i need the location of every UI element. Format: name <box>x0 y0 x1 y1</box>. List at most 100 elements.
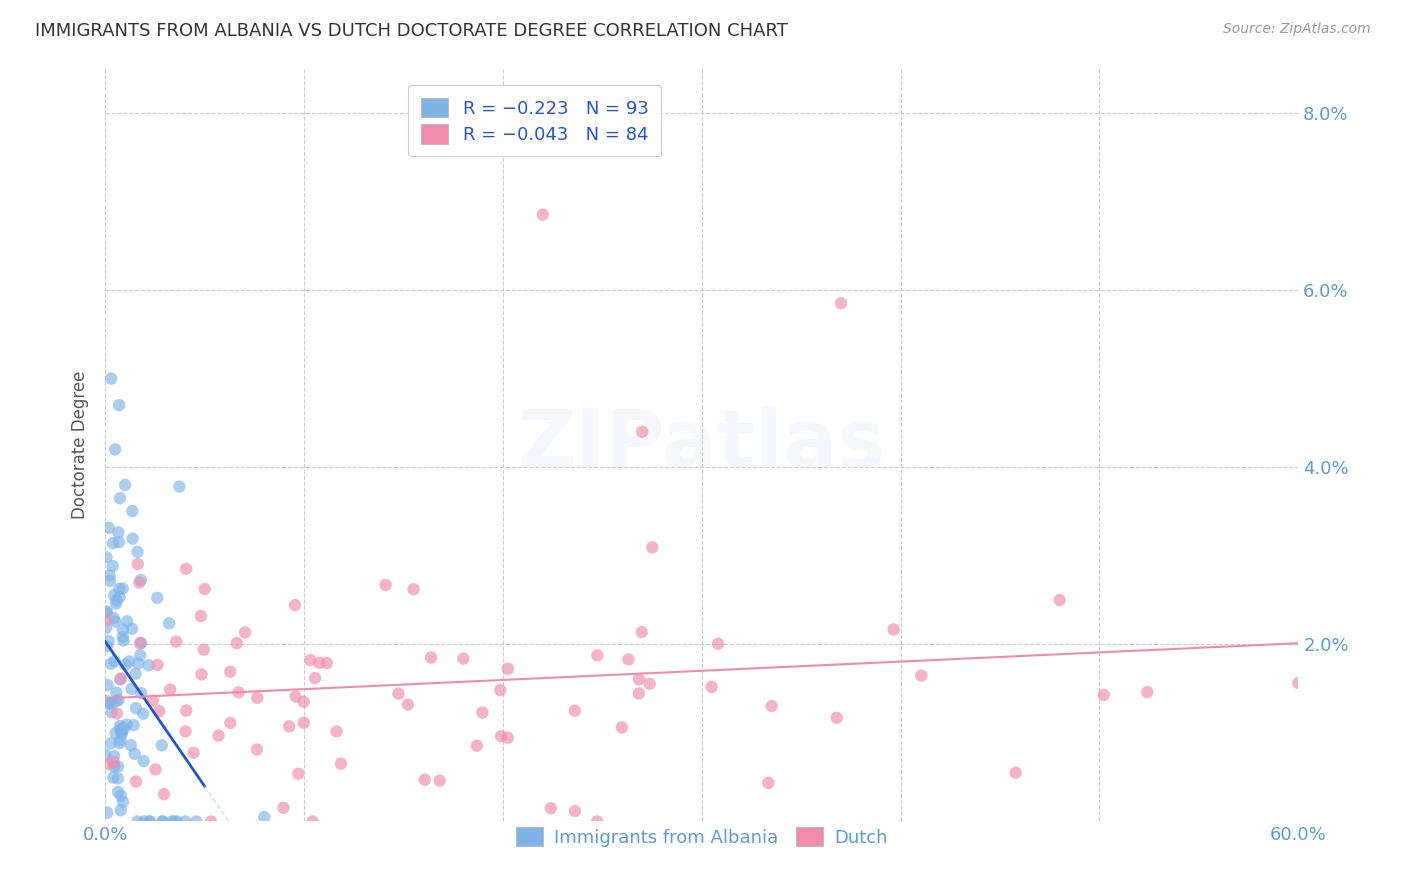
Point <box>1049 593 1071 607</box>
Point <box>586 648 609 663</box>
Point <box>107 772 129 786</box>
Point <box>627 686 650 700</box>
Point <box>105 593 128 607</box>
Point <box>121 681 143 696</box>
Point <box>101 536 124 550</box>
Point <box>910 668 932 682</box>
Point <box>115 717 138 731</box>
Point <box>169 480 191 494</box>
Point <box>111 795 134 809</box>
Point <box>429 773 451 788</box>
Point <box>108 491 131 506</box>
Point <box>190 667 212 681</box>
Point <box>148 704 170 718</box>
Point <box>114 657 136 672</box>
Point <box>374 578 396 592</box>
Point <box>110 724 132 739</box>
Point <box>129 636 152 650</box>
Point <box>104 615 127 629</box>
Point <box>107 693 129 707</box>
Point <box>110 803 132 817</box>
Point <box>219 665 242 679</box>
Point <box>103 749 125 764</box>
Point <box>96 605 118 619</box>
Point <box>97 756 120 771</box>
Point <box>278 719 301 733</box>
Point <box>122 718 145 732</box>
Point <box>103 611 125 625</box>
Point <box>315 656 337 670</box>
Point <box>284 690 307 704</box>
Point <box>157 616 180 631</box>
Point <box>219 715 242 730</box>
Point <box>150 739 173 753</box>
Point <box>451 651 474 665</box>
Point <box>124 747 146 761</box>
Point <box>146 657 169 672</box>
Point <box>132 754 155 768</box>
Point <box>707 637 730 651</box>
Point <box>112 633 135 648</box>
Point <box>115 615 138 629</box>
Point <box>225 636 247 650</box>
Point <box>94 747 117 762</box>
Point <box>186 814 208 829</box>
Point <box>301 814 323 829</box>
Point <box>103 588 125 602</box>
Point <box>761 698 783 713</box>
Point <box>108 398 131 412</box>
Point <box>110 672 132 686</box>
Y-axis label: Doctorate Degree: Doctorate Degree <box>72 371 89 519</box>
Point <box>112 722 135 736</box>
Point <box>308 656 330 670</box>
Point <box>139 814 162 829</box>
Point <box>396 698 419 712</box>
Point <box>120 738 142 752</box>
Point <box>104 442 127 457</box>
Point <box>96 694 118 708</box>
Point <box>287 766 309 780</box>
Point <box>100 697 122 711</box>
Point <box>174 724 197 739</box>
Point <box>96 678 118 692</box>
Point <box>174 704 197 718</box>
Point <box>246 742 269 756</box>
Point <box>129 573 152 587</box>
Point <box>103 756 125 770</box>
Point <box>413 772 436 787</box>
Point <box>1136 685 1159 699</box>
Point <box>121 622 143 636</box>
Point <box>125 774 148 789</box>
Point <box>121 504 143 518</box>
Point <box>617 652 640 666</box>
Point <box>124 666 146 681</box>
Point <box>159 682 181 697</box>
Point <box>531 208 554 222</box>
Point <box>129 648 152 663</box>
Point <box>489 683 512 698</box>
Point <box>125 701 148 715</box>
Point <box>273 801 295 815</box>
Point <box>700 680 723 694</box>
Point <box>883 623 905 637</box>
Point <box>152 814 174 829</box>
Point <box>108 736 131 750</box>
Point <box>1004 765 1026 780</box>
Point <box>96 612 118 626</box>
Legend: Immigrants from Albania, Dutch: Immigrants from Albania, Dutch <box>509 820 894 854</box>
Point <box>108 673 131 687</box>
Point <box>586 814 609 829</box>
Point <box>174 814 197 829</box>
Point <box>105 694 128 708</box>
Point <box>1092 688 1115 702</box>
Point <box>96 605 118 619</box>
Point <box>190 609 212 624</box>
Point <box>630 625 652 640</box>
Point <box>163 814 186 829</box>
Point <box>194 582 217 596</box>
Point <box>103 654 125 668</box>
Point <box>496 662 519 676</box>
Point <box>97 634 120 648</box>
Point <box>631 425 654 439</box>
Point <box>128 575 150 590</box>
